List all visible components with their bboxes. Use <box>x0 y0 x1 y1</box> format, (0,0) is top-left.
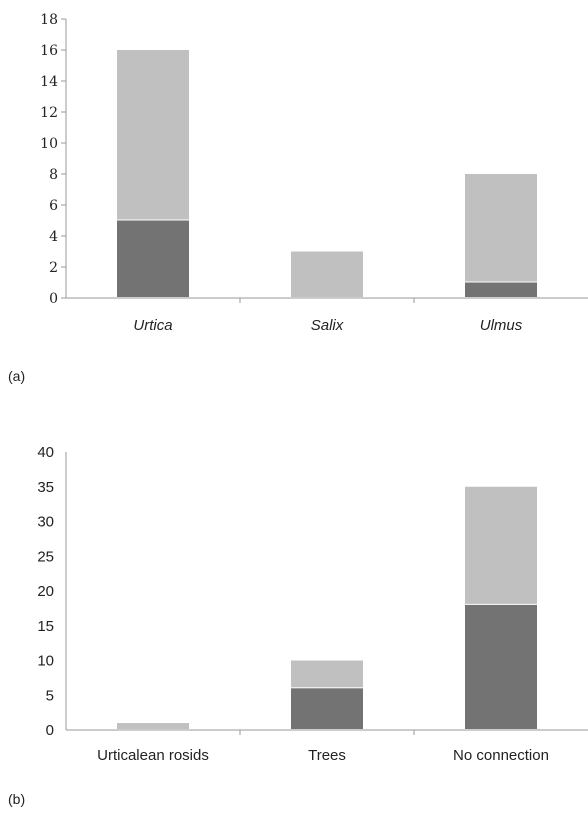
y-tick-label: 20 <box>37 583 54 600</box>
y-tick-label: 2 <box>49 260 58 276</box>
y-tick-label: 40 <box>37 444 54 461</box>
y-tick-label: 18 <box>40 12 58 28</box>
y-tick-label: 12 <box>40 105 58 121</box>
y-tick-label: 5 <box>46 687 54 704</box>
y-tick-label: 0 <box>49 291 58 307</box>
y-tick-label: 15 <box>37 618 54 635</box>
category-label: Urtica <box>133 317 172 334</box>
bar-segment-light <box>117 50 189 220</box>
y-tick-label: 0 <box>46 722 54 739</box>
bar-segment-light <box>291 660 363 688</box>
category-label: Urticalean rosids <box>97 747 209 764</box>
panel-label-a: (a) <box>8 368 25 384</box>
category-label: No connection <box>453 747 549 764</box>
category-label: Salix <box>311 317 344 334</box>
y-tick-label: 10 <box>40 136 58 152</box>
bar-segment-dark <box>117 220 189 297</box>
bar-segment-light <box>117 723 189 729</box>
panel-label-b: (b) <box>8 791 25 807</box>
y-tick-label: 10 <box>37 653 54 670</box>
y-tick-label: 4 <box>49 229 58 245</box>
bar-segment-light <box>291 251 363 297</box>
bar-segment-light <box>465 486 537 604</box>
y-tick-label: 25 <box>37 548 54 565</box>
y-tick-label: 6 <box>49 198 58 214</box>
chart-b: 0 5 10 15 20 25 30 35 40 Urticalean rosids Trees No… <box>37 444 588 764</box>
y-tick-label: 14 <box>40 74 58 90</box>
bar-segment-dark <box>465 282 537 297</box>
y-tick-label: 30 <box>37 514 54 531</box>
bar-segment-dark <box>291 688 363 729</box>
bar-segment-light <box>465 174 537 282</box>
category-label: Trees <box>308 747 346 764</box>
category-label: Ulmus <box>480 317 523 334</box>
bar-segment-dark <box>465 604 537 729</box>
chart-a: 0 2 4 6 8 10 12 14 16 18 Urtica Salix Ulmus <box>40 12 588 334</box>
y-tick-label: 16 <box>40 43 58 59</box>
y-tick-label: 8 <box>49 167 58 183</box>
y-tick-label: 35 <box>37 479 54 496</box>
